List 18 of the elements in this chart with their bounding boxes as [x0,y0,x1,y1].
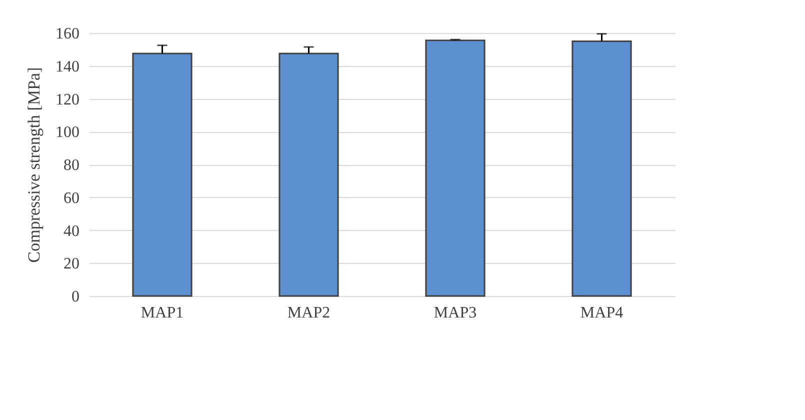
x-tick-label: MAP4 [580,304,624,322]
y-tick-label: 120 [56,91,80,108]
bar [425,40,486,297]
bar [278,52,339,297]
y-tick-label: 80 [64,157,80,174]
y-tick-label: 140 [56,58,80,76]
x-tick-label: MAP2 [287,304,330,322]
y-tick-label: 100 [56,124,80,142]
bar [132,52,192,297]
bar [572,40,632,297]
x-tick-label: MAP1 [140,304,184,322]
y-tick-label: 20 [64,256,80,273]
y-tick-label: 60 [64,190,80,207]
y-axis-title: Compressive strength [MPa] [24,67,44,263]
y-tick-label: 0 [72,288,80,306]
x-tick-label: MAP3 [434,304,477,322]
y-tick-label: 160 [56,26,80,42]
y-tick-label: 40 [64,222,80,240]
